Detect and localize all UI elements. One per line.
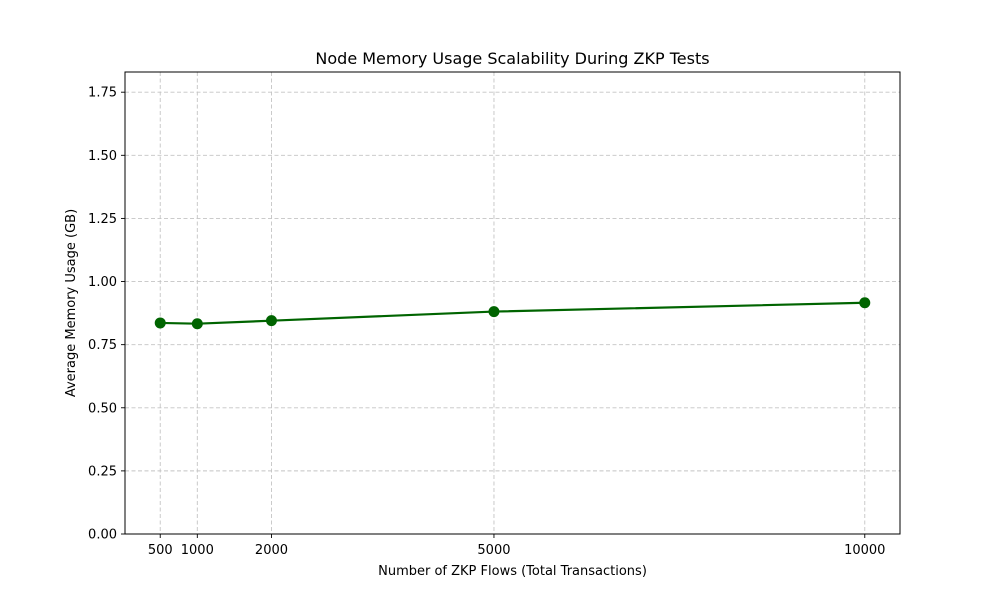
data-point	[488, 306, 500, 318]
y-tick-label: 0.50	[88, 401, 117, 416]
data-point	[191, 318, 203, 330]
series-line	[160, 301, 865, 325]
x-tick-label: 5000	[477, 543, 510, 558]
y-tick-label: 0.25	[88, 464, 117, 479]
y-axis-label: Average Memory Usage (GB)	[64, 209, 79, 397]
data-point	[154, 317, 166, 329]
chart-title: Node Memory Usage Scalability During ZKP…	[315, 49, 709, 68]
data-point	[265, 315, 277, 327]
y-tick-label: 1.50	[88, 149, 117, 164]
series-layer	[154, 297, 871, 330]
x-tick-label: 10000	[844, 543, 885, 558]
y-tick-label: 1.00	[88, 275, 117, 290]
y-tick-label: 0.00	[88, 528, 117, 543]
plot-area-frame	[124, 71, 901, 535]
x-tick-label: 2000	[255, 543, 288, 558]
grid-layer	[125, 72, 900, 535]
x-tick-label: 1000	[181, 543, 214, 558]
y-tick-label: 1.75	[88, 86, 117, 101]
tick-layer: 500 1000 2000 5000 10000 0.00 0.25 0.50 0.75 1.00…	[88, 86, 885, 558]
y-tick-label: 1.25	[88, 212, 117, 227]
y-tick-label: 0.75	[88, 338, 117, 353]
data-point	[859, 297, 871, 309]
x-axis-label: Number of ZKP Flows (Total Transactions)	[378, 564, 647, 579]
x-tick-label: 500	[148, 543, 173, 558]
